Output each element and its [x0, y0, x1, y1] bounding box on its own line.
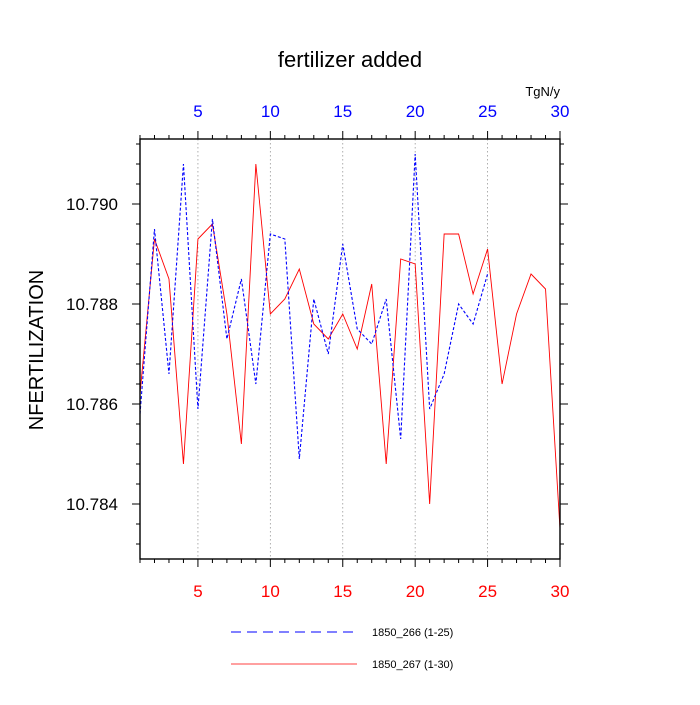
chart-title: fertilizer added — [278, 47, 422, 72]
y-tick-label: 10.788 — [66, 295, 118, 314]
x-tick-label-top: 5 — [193, 102, 202, 121]
axis-ticks — [132, 131, 568, 567]
x-tick-label-top: 30 — [551, 102, 570, 121]
x-tick-label-bottom: 5 — [193, 582, 202, 601]
y-axis-label: NFERTILIZATION — [26, 270, 48, 430]
y-tick-label: 10.786 — [66, 395, 118, 414]
x-tick-label-bottom: 15 — [333, 582, 352, 601]
series-lines — [139, 153, 561, 530]
y-tick-label: 10.784 — [66, 495, 118, 514]
x-tick-label-top: 15 — [333, 102, 352, 121]
x-tick-label-bottom: 10 — [261, 582, 280, 601]
axis-labels: 5 10 15 20 25 30 5 10 15 20 25 30 10.784 10.786 10.788… — [66, 102, 569, 601]
series-line-1850-266-1-25- — [139, 153, 489, 460]
legend: 1850_266 (1-25) 1850_267 (1-30) — [231, 627, 453, 671]
x-tick-label-top: 10 — [261, 102, 280, 121]
x-tick-label-bottom: 25 — [478, 582, 497, 601]
y-tick-label: 10.790 — [66, 195, 118, 214]
legend-label: 1850_267 (1-30) — [372, 659, 453, 671]
legend-label: 1850_266 (1-25) — [372, 627, 453, 639]
x-tick-label-bottom: 20 — [406, 582, 425, 601]
x-tick-label-top: 25 — [478, 102, 497, 121]
series-line-1850-267-1-30- — [139, 163, 561, 530]
x-tick-label-bottom: 30 — [551, 582, 570, 601]
plot-frame — [139, 138, 561, 560]
top-axis-unit-label: TgN/y — [525, 84, 560, 99]
grid — [197, 139, 488, 559]
x-tick-label-top: 20 — [406, 102, 425, 121]
